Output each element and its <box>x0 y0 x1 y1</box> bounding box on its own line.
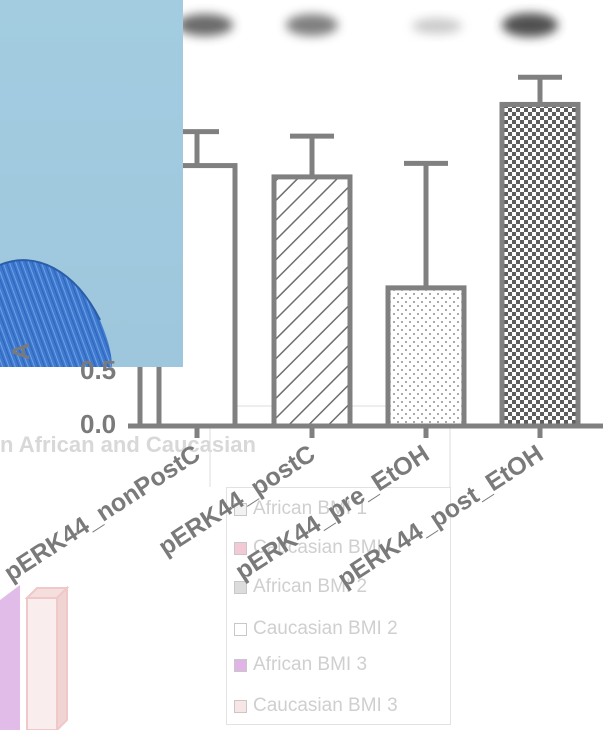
legend-label: Caucasian BMI 2 <box>253 618 398 639</box>
legend-item: Caucasian BMI 2 <box>234 618 398 640</box>
western-blot-bands <box>177 13 558 37</box>
background-legend: African BMI 1 Caucasian BMI African BMI … <box>226 487 451 725</box>
photo-image <box>0 0 183 367</box>
x-tick-label: pERK44_nonPostC <box>0 440 205 588</box>
legend-swatch <box>234 622 247 636</box>
legend-swatch <box>234 658 247 672</box>
blot-band <box>286 14 338 36</box>
blot-band <box>502 13 558 37</box>
legend-item: Caucasian BMI <box>234 537 382 559</box>
legend-label: African BMI 1 <box>253 498 368 519</box>
x-tick-label: pERK44_pre_EtOH <box>230 440 434 586</box>
legend-swatch <box>234 541 247 555</box>
legend-swatch <box>234 699 247 713</box>
background-chart-title: n African and Caucasian <box>0 432 256 457</box>
bar <box>499 101 581 429</box>
background-3d-bars <box>0 585 70 730</box>
legend-item: African BMI 3 <box>234 654 367 676</box>
legend-label: Caucasian BMI <box>253 537 382 558</box>
bar <box>271 174 353 429</box>
legend-label: African BMI 2 <box>253 576 368 597</box>
legend-swatch <box>234 580 247 594</box>
overlaid-photo <box>0 0 183 367</box>
y-tick-label: 0.5 <box>80 355 117 385</box>
shirt-shape <box>0 260 112 367</box>
legend-item: African BMI 2 <box>234 576 367 598</box>
legend-swatch <box>234 502 247 516</box>
legend-item: Caucasian BMI 3 <box>234 695 398 717</box>
legend-item: African BMI 1 <box>234 498 367 520</box>
blot-band <box>177 14 233 36</box>
y-axis-label: A <box>8 342 35 360</box>
legend-border <box>226 487 451 725</box>
legend-label: Caucasian BMI 3 <box>253 695 398 716</box>
y-tick-label: 0.0 <box>80 409 117 439</box>
bar <box>385 285 467 429</box>
x-tick-label: pERK44_post_EtOH <box>333 440 549 594</box>
legend-label: African BMI 3 <box>253 654 368 675</box>
blot-band <box>412 18 462 34</box>
